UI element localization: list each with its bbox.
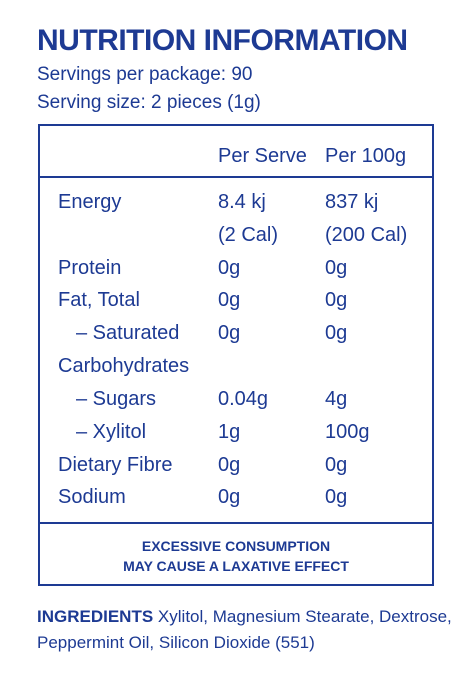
value-xylitol-per-serve: 1g [218, 421, 241, 443]
row-label-fat-total: Fat, Total [58, 289, 140, 311]
value-fat-total-per-serve: 0g [218, 289, 241, 311]
column-header-per-100g: Per 100g [325, 145, 407, 167]
row-label-carbohydrates: Carbohydrates [58, 355, 190, 377]
value-energy-cal-per-100g: (200 Cal) [325, 224, 408, 246]
row-label-protein: Protein [58, 257, 122, 279]
value-energy-per-serve: 8.4 kj [218, 191, 266, 213]
ingredients-block: INGREDIENTS Xylitol, Magnesium Stearate,… [37, 604, 457, 656]
table-divider-bottom [40, 522, 432, 524]
value-dietary-fibre-per-serve: 0g [218, 454, 241, 476]
value-sodium-per-100g: 0g [325, 486, 348, 508]
value-fat-total-per-100g: 0g [325, 289, 348, 311]
page-title: NUTRITION INFORMATION [37, 24, 408, 57]
value-protein-per-serve: 0g [218, 257, 241, 279]
value-saturated-per-serve: 0g [218, 322, 241, 344]
value-dietary-fibre-per-100g: 0g [325, 454, 348, 476]
value-protein-per-100g: 0g [325, 257, 348, 279]
value-saturated-per-100g: 0g [325, 322, 348, 344]
row-label-sugars: – Sugars [76, 388, 157, 410]
servings-per-package: Servings per package: 90 [37, 64, 253, 85]
value-sodium-per-serve: 0g [218, 486, 241, 508]
column-header-per-serve: Per Serve [218, 145, 307, 167]
ingredients-list: Xylitol, Magnesium Stearate, Dextrose, P… [37, 607, 452, 652]
table-divider-top [40, 176, 432, 178]
row-label-xylitol: – Xylitol [76, 421, 147, 443]
value-sugars-per-100g: 4g [325, 388, 348, 410]
value-xylitol-per-100g: 100g [325, 421, 370, 443]
warning-line-2: MAY CAUSE A LAXATIVE EFFECT [123, 558, 349, 574]
value-sugars-per-serve: 0.04g [218, 388, 269, 410]
row-label-dietary-fibre: Dietary Fibre [58, 454, 173, 476]
row-label-saturated: – Saturated [76, 322, 180, 344]
serving-size: Serving size: 2 pieces (1g) [37, 92, 261, 113]
row-label-energy: Energy [58, 191, 122, 213]
value-energy-per-100g: 837 kj [325, 191, 379, 213]
ingredients-heading: INGREDIENTS [37, 607, 154, 626]
value-energy-cal-per-serve: (2 Cal) [218, 224, 279, 246]
row-label-sodium: Sodium [58, 486, 126, 508]
warning-line-1: EXCESSIVE CONSUMPTION [141, 538, 331, 554]
nutrition-table: Per Serve Per 100g Energy 8.4 kj 837 kj … [38, 124, 434, 586]
